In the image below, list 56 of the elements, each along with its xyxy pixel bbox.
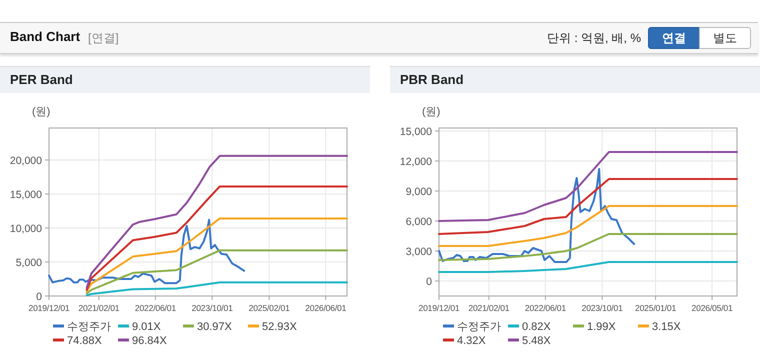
x-tick-label: 2021/02/01	[78, 303, 120, 313]
legend-label: 96.84X	[132, 335, 168, 347]
x-tick-label: 2023/10/01	[582, 303, 624, 313]
chart-title: PBR Band	[390, 66, 760, 93]
y-tick-label: 5,000	[16, 256, 42, 269]
y-tick-label: 15,000	[10, 188, 42, 201]
y-tick-label: 3,000	[406, 246, 432, 258]
line-series	[48, 218, 246, 284]
x-tick-label: 2021/02/01	[468, 303, 510, 313]
line-series	[438, 151, 738, 222]
y-tick-label: 12,000	[400, 156, 432, 168]
legend-label: 1.99X	[587, 321, 616, 333]
text: 연결	[648, 27, 700, 49]
x-tick-label: 2025/01/01	[635, 303, 676, 313]
line-series	[438, 233, 738, 261]
text: [연결]	[88, 30, 119, 47]
line-series	[438, 168, 636, 263]
legend-label: 수정주가	[457, 321, 501, 333]
x-tick-label: 2019/12/01	[28, 303, 70, 313]
line-series	[86, 249, 348, 294]
legend-label: 4.32X	[457, 335, 486, 347]
y-tick-label: 9,000	[406, 186, 432, 198]
legend-label: 수정주가	[67, 321, 111, 333]
x-tick-label: 2022/06/01	[134, 303, 176, 313]
line-series	[86, 217, 348, 292]
y-tick-label: 10,000	[10, 222, 42, 235]
line-series	[438, 261, 738, 273]
text: 단위 : 억원, 배, %	[546, 30, 641, 47]
line-series	[86, 281, 348, 296]
y-tick-label: 6,000	[406, 216, 432, 228]
legend-label: 74.88X	[67, 335, 103, 347]
legend-label: 5.48X	[522, 335, 552, 347]
line-series	[438, 205, 738, 247]
line-series	[86, 185, 348, 291]
y-tick-label: 15,000	[400, 126, 432, 138]
y-tick-label: 0	[36, 291, 42, 303]
y-tick-label: 20,000	[10, 154, 42, 167]
x-tick-label: 2026/06/01	[305, 303, 347, 313]
y-axis-title: (원)	[422, 106, 440, 118]
line-series	[438, 178, 738, 235]
legend-label: 30.97X	[197, 321, 233, 333]
chart-title: PER Band	[0, 66, 370, 93]
legend-label: 3.15X	[652, 321, 682, 333]
x-tick-label: 2025/02/01	[248, 303, 290, 313]
legend-label: 52.93X	[262, 321, 298, 333]
text: 별도	[699, 27, 751, 49]
x-tick-label: 2023/10/01	[192, 303, 234, 313]
y-tick-label: 0	[426, 276, 432, 288]
text: Band Chart	[10, 29, 80, 44]
line-series	[86, 154, 348, 289]
y-axis-title: (원)	[32, 106, 50, 118]
legend-label: 9.01X	[132, 321, 162, 333]
x-tick-label: 2022/06/01	[524, 303, 566, 313]
legend-label: 0.82X	[522, 321, 552, 333]
x-tick-label: 2026/05/01	[692, 303, 733, 313]
x-tick-label: 2019/12/01	[418, 303, 460, 313]
